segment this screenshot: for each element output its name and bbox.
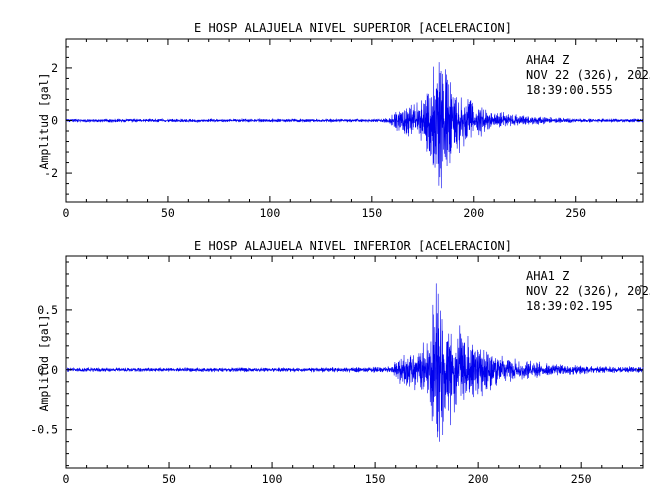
x-tick-label: 200 [463, 206, 484, 220]
date-label-lower: NOV 22 (326), 2025 [526, 284, 650, 298]
x-tick-label: 200 [468, 472, 489, 486]
chart-title-lower: E HOSP ALAJUELA NIVEL INFERIOR [ACELERAC… [194, 239, 512, 253]
x-tick-label: 100 [262, 472, 283, 486]
date-label-upper: NOV 22 (326), 2025 [526, 68, 650, 82]
y-tick-label: 0 [51, 114, 58, 128]
panel-upper: E HOSP ALAJUELA NIVEL SUPERIOR [ACELERAC… [37, 21, 650, 220]
y-tick-label: 2 [51, 61, 58, 75]
waveform-series [65, 62, 644, 189]
y-tick-label: -0.5 [30, 423, 58, 437]
x-tick-label: 0 [63, 206, 70, 220]
waveform-series [65, 283, 644, 442]
panel-lower: E HOSP ALAJUELA NIVEL INFERIOR [ACELERAC… [30, 239, 650, 486]
x-tick-label: 150 [365, 472, 386, 486]
x-tick-label: 50 [162, 472, 176, 486]
chart-title-upper: E HOSP ALAJUELA NIVEL SUPERIOR [ACELERAC… [194, 21, 512, 35]
time-label-lower: 18:39:02.195 [526, 299, 613, 313]
x-tick-label: 50 [161, 206, 175, 220]
station-label-lower: AHA1 Z [526, 269, 569, 283]
y-tick-label: 0.0 [37, 363, 58, 377]
x-tick-label: 0 [63, 472, 70, 486]
y-tick-label: -2 [44, 166, 58, 180]
time-label-upper: 18:39:00.555 [526, 83, 613, 97]
x-tick-label: 250 [571, 472, 592, 486]
y-axis-label-lower: Amplitud [gal] [37, 315, 51, 412]
x-tick-label: 250 [565, 206, 586, 220]
station-label-upper: AHA4 Z [526, 53, 569, 67]
y-tick-label: 0.5 [37, 303, 58, 317]
x-tick-label: 150 [361, 206, 382, 220]
y-axis-label-upper: Amplitud [gal] [37, 73, 51, 170]
x-tick-label: 100 [259, 206, 280, 220]
